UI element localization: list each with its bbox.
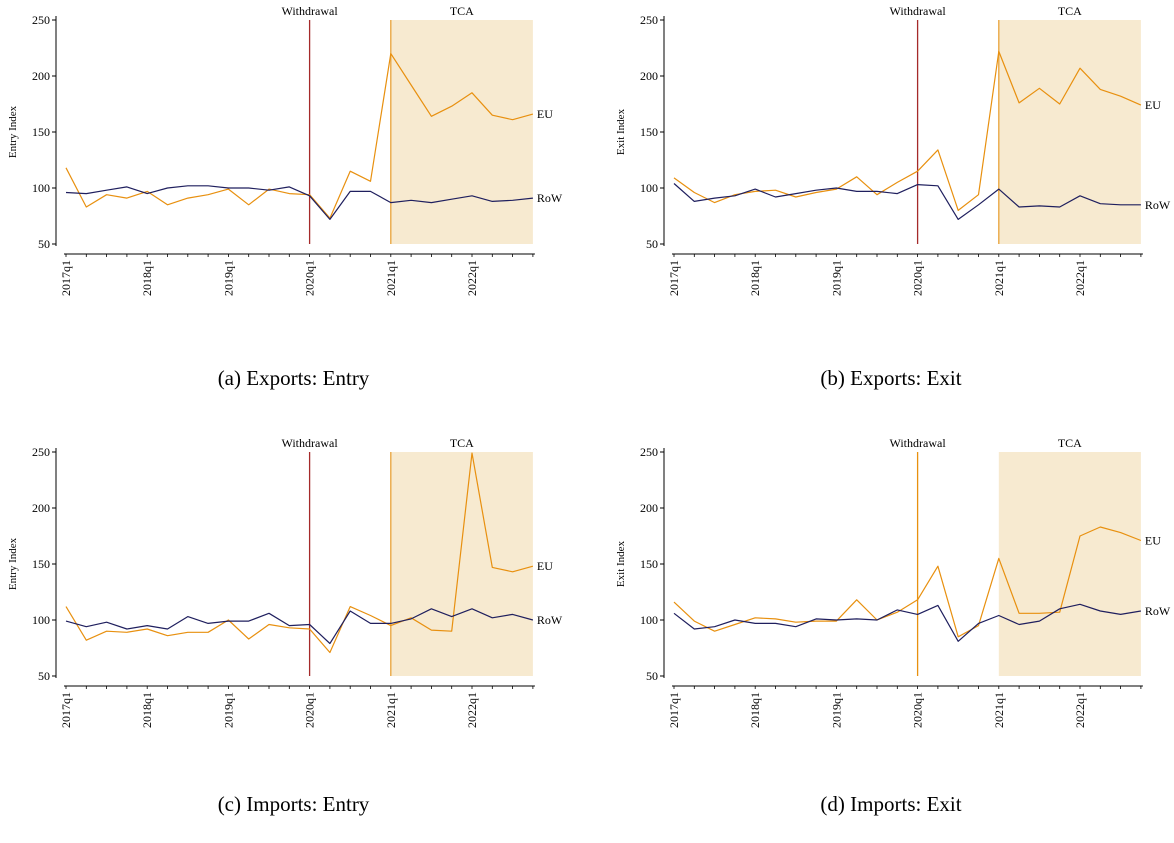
y-tick-label: 200	[32, 501, 50, 515]
x-tick-label: 2022q1	[465, 692, 479, 728]
series-label-eu: EU	[537, 107, 553, 121]
event-label: Withdrawal	[282, 436, 339, 450]
y-tick-label: 100	[32, 613, 50, 627]
series-line-eu	[673, 526, 1142, 638]
x-tick-label: 2021q1	[384, 692, 398, 728]
series-label-row: RoW	[1145, 604, 1171, 618]
series-line-eu	[673, 50, 1142, 211]
shaded-region	[390, 452, 533, 676]
y-tick-label: 250	[32, 13, 50, 27]
event-label: TCA	[1058, 436, 1082, 450]
caption-imports-exit: (d) Imports: Exit	[820, 792, 962, 816]
x-tick-label: 2017q1	[59, 260, 73, 296]
y-tick-label: 150	[32, 125, 50, 139]
panel-exports-exit: 50 100 150 200 250 Exit Index 2017q1 2018q1 2019…	[608, 0, 1174, 411]
caption-imports-entry: (c) Imports: Entry	[217, 792, 370, 816]
series-label-row: RoW	[537, 613, 563, 627]
panel-imports-exit: 50 100 150 200 250 Exit Index 2017q1 2018q1 2019…	[608, 432, 1174, 843]
y-axis-label: Exit Index	[615, 540, 627, 587]
series-line-row	[65, 185, 533, 220]
series-line-row	[673, 183, 1141, 220]
x-tick-label: 2017q1	[667, 260, 681, 296]
x-tick-label: 2018q1	[140, 692, 154, 728]
panel-exports-entry: 50 100 150 200 250 Entry Index 2017q1 2018q1 201…	[0, 0, 587, 411]
event-label: Withdrawal	[282, 4, 339, 18]
x-tick-label: 2020q1	[303, 260, 317, 296]
x-tick-label: 2020q1	[911, 692, 925, 728]
shaded-region	[998, 452, 1141, 676]
y-tick-label: 50	[38, 237, 50, 251]
shaded-region	[390, 20, 533, 244]
panel-imports-entry: 50 100 150 200 250 Entry Index 2017q1 2018q1 201…	[0, 432, 587, 843]
event-label: TCA	[450, 436, 474, 450]
series-line-row	[673, 603, 1141, 642]
x-tick-label: 2019q1	[829, 692, 843, 728]
series-label-row: RoW	[1145, 198, 1171, 212]
y-tick-label: 100	[32, 181, 50, 195]
x-tick-label: 2021q1	[992, 692, 1006, 728]
chart-exports-exit: 50 100 150 200 250 Exit Index 2017q1 2018q1 2019…	[615, 4, 1171, 296]
y-axis-label: Entry Index	[7, 105, 19, 158]
y-tick-label: 150	[640, 557, 658, 571]
chart-exports-entry: 50 100 150 200 250 Entry Index 2017q1 2018q1 201…	[7, 4, 563, 296]
x-tick-label: 2020q1	[303, 692, 317, 728]
x-tick-label: 2018q1	[748, 260, 762, 296]
x-tick-label: 2017q1	[667, 692, 681, 728]
y-tick-label: 200	[640, 69, 658, 83]
y-tick-label: 250	[640, 445, 658, 459]
x-tick-label: 2019q1	[221, 692, 235, 728]
x-tick-label: 2018q1	[748, 692, 762, 728]
y-axis-label: Exit Index	[615, 108, 627, 155]
x-tick-label: 2019q1	[221, 260, 235, 296]
y-tick-label: 150	[32, 557, 50, 571]
x-tick-label: 2021q1	[384, 260, 398, 296]
x-tick-label: 2022q1	[465, 260, 479, 296]
caption-exports-exit: (b) Exports: Exit	[820, 366, 962, 390]
y-tick-label: 200	[32, 69, 50, 83]
y-tick-label: 50	[646, 669, 658, 683]
x-tick-label: 2017q1	[59, 692, 73, 728]
series-label-eu: EU	[537, 559, 553, 573]
x-tick-label: 2018q1	[140, 260, 154, 296]
chart-imports-entry: 50 100 150 200 250 Entry Index 2017q1 2018q1 201…	[7, 436, 563, 728]
y-tick-label: 150	[640, 125, 658, 139]
x-tick-label: 2022q1	[1073, 692, 1087, 728]
series-line-eu	[65, 452, 534, 654]
y-axis-label: Entry Index	[7, 537, 19, 590]
series-label-row: RoW	[537, 191, 563, 205]
y-tick-label: 100	[640, 613, 658, 627]
event-label: TCA	[1058, 4, 1082, 18]
y-tick-label: 200	[640, 501, 658, 515]
event-label: Withdrawal	[890, 436, 947, 450]
x-tick-label: 2019q1	[829, 260, 843, 296]
x-tick-label: 2022q1	[1073, 260, 1087, 296]
series-line-row	[65, 608, 534, 645]
caption-exports-entry: (a) Exports: Entry	[217, 366, 370, 390]
chart-imports-exit: 50 100 150 200 250 Exit Index 2017q1 2018q1 2019…	[615, 436, 1171, 728]
series-label-eu: EU	[1145, 98, 1161, 112]
event-label: TCA	[450, 4, 474, 18]
series-label-eu: EU	[1145, 533, 1161, 547]
y-tick-label: 250	[640, 13, 658, 27]
x-tick-label: 2021q1	[992, 260, 1006, 296]
y-tick-label: 50	[646, 237, 658, 251]
shaded-region	[998, 20, 1141, 244]
y-tick-label: 50	[38, 669, 50, 683]
y-tick-label: 250	[32, 445, 50, 459]
y-tick-label: 100	[640, 181, 658, 195]
event-label: Withdrawal	[890, 4, 947, 18]
x-tick-label: 2020q1	[911, 260, 925, 296]
